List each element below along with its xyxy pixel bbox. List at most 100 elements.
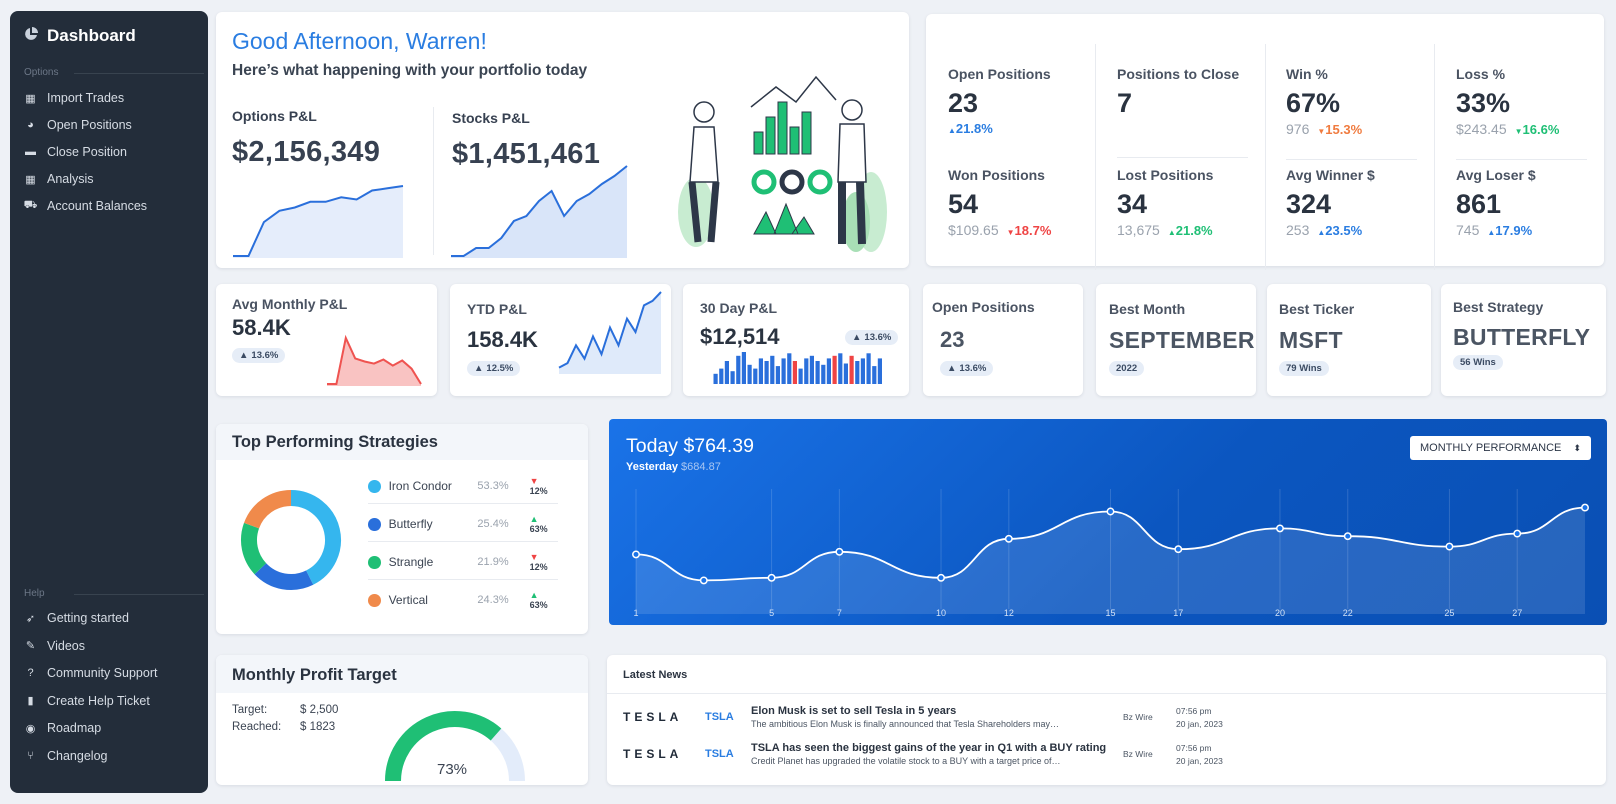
stat-delta-value: 17.9% xyxy=(1495,223,1533,238)
stat-label: Lost Positions xyxy=(1117,167,1214,183)
caret-up-icon: ▲ xyxy=(474,363,484,374)
thirty-day-bar xyxy=(843,363,848,384)
stat-win-: Win % 67% 976 ▼15.3% xyxy=(1286,66,1362,137)
news-ticker[interactable]: TSLA xyxy=(705,748,734,760)
stat-loss-: Loss % 33% $243.45 ▼16.6% xyxy=(1456,66,1559,137)
target-gauge xyxy=(385,711,525,782)
strategy-delta: ▼ 12% xyxy=(530,476,558,496)
stocks-pnl-sparkline xyxy=(451,165,628,258)
news-time: 07:56 pm xyxy=(1176,742,1212,753)
performance-chart-panel: Today $764.39 Yesterday $684.87 MONTHLY … xyxy=(609,419,1607,625)
strategy-percent: 25.4% xyxy=(477,518,509,530)
thirty-day-bar xyxy=(770,355,775,384)
yesterday-value: $684.87 xyxy=(681,461,721,473)
sidebar-item-community-support[interactable]: ? Community Support xyxy=(24,664,157,682)
news-headline[interactable]: Elon Musk is set to sell Tesla in 5 year… xyxy=(751,705,957,717)
performance-period-dropdown[interactable]: MONTHLY PERFORMANCE ⬍ xyxy=(1410,436,1591,460)
thirty-day-bar xyxy=(730,371,735,384)
strategy-delta: ▲ 63% xyxy=(530,590,558,610)
best-strategy-value: BUTTERFLY xyxy=(1453,324,1591,350)
strategy-color-dot xyxy=(368,555,381,569)
thirty-day-bar xyxy=(855,361,860,384)
news-item[interactable]: TESLA TSLA Elon Musk is set to sell Tesla … xyxy=(623,705,1590,729)
sidebar-item-create-help-ticket[interactable]: ▮ Create Help Ticket xyxy=(24,692,149,710)
caret-up-icon: ▲ xyxy=(1317,228,1326,237)
strategy-delta-value: 63% xyxy=(529,600,548,610)
sidebar-item-videos[interactable]: ✎ Videos xyxy=(24,637,85,655)
performance-point xyxy=(1004,534,1013,543)
options-pnl-sparkline xyxy=(233,185,404,258)
sidebar-item-roadmap[interactable]: ◉ Roadmap xyxy=(24,719,102,737)
stat-delta-value: 21.8% xyxy=(1175,223,1213,238)
avg-monthly-pnl-sparkline xyxy=(327,334,422,386)
sidebar-item-changelog[interactable]: ⑂ Changelog xyxy=(24,747,107,765)
caret-up-icon: ▲ xyxy=(948,126,956,135)
sidebar-item-label: Account Balances xyxy=(47,199,148,213)
sidebar-item-account-balances[interactable]: ⛟ Account Balances xyxy=(24,197,147,215)
performance-point xyxy=(1581,503,1589,512)
thirty-day-pnl-label: 30 Day P&L xyxy=(700,300,778,316)
thirty-day-bar xyxy=(826,358,831,384)
thirty-day-bar xyxy=(792,361,797,384)
thirty-day-bar xyxy=(736,355,741,384)
donut-slice-iron-condor xyxy=(290,490,341,585)
open-positions-kpi-value: 23 xyxy=(940,327,965,352)
stat-sub-row: ▲21.8% xyxy=(948,121,1051,136)
thirty-day-bar xyxy=(753,368,758,384)
stat-sub-value: 976 xyxy=(1286,121,1310,137)
help-section-label: Help xyxy=(24,588,201,599)
news-headline[interactable]: TSLA has seen the biggest gains of the y… xyxy=(751,742,1107,754)
sidebar-title-label: Dashboard xyxy=(47,26,136,45)
stat-sub-value: 745 xyxy=(1456,222,1480,238)
stocks-pnl-value: $1,451,461 xyxy=(452,138,601,170)
stat-sub-row: 745 ▲17.9% xyxy=(1456,222,1536,238)
top-strategies-card: Top Performing Strategies Iron Condor 53.… xyxy=(216,424,588,634)
open-positions-kpi-chip-value: 13.6% xyxy=(959,363,987,374)
thirty-day-bar xyxy=(809,355,814,384)
thirty-day-bar xyxy=(724,361,729,384)
thirty-day-bar xyxy=(719,368,724,384)
performance-point xyxy=(1445,542,1454,551)
stat-delta-value: 23.5% xyxy=(1325,223,1363,238)
stat-sub-row: $109.65 ▼18.7% xyxy=(948,222,1051,238)
sidebar-item-getting-started[interactable]: ➶ Getting started xyxy=(24,609,129,627)
sidebar-item-import-trades[interactable]: ▦ Import Trades xyxy=(24,89,124,107)
news-ticker[interactable]: TSLA xyxy=(705,711,734,723)
sidebar-item-analysis[interactable]: ▦ Analysis xyxy=(24,170,94,188)
stat-delta: ▲17.9% xyxy=(1487,223,1532,238)
sidebar-item-open-positions[interactable]: ◕ Open Positions xyxy=(24,116,132,134)
top-strategies-title: Top Performing Strategies xyxy=(232,433,438,451)
thirty-day-bar xyxy=(866,353,871,384)
sidebar-item-label: Analysis xyxy=(47,172,94,186)
thirty-day-bar xyxy=(872,366,877,384)
caret-up-icon: ▲ xyxy=(1167,228,1176,237)
stat-value: 54 xyxy=(948,189,979,219)
best-strategy-label: Best Strategy xyxy=(1453,299,1544,315)
news-item[interactable]: TESLA TSLA TSLA has seen the biggest gains… xyxy=(623,742,1590,766)
yesterday-label: Yesterday xyxy=(626,461,678,473)
question-icon: ? xyxy=(27,667,34,679)
ticket-icon: ▮ xyxy=(27,695,34,707)
sidebar-item-label: Getting started xyxy=(47,611,129,625)
best-month-label: Best Month xyxy=(1109,301,1186,317)
thirty-day-bar xyxy=(832,355,837,384)
x-tick-label: 25 xyxy=(1444,608,1454,618)
stat-delta: ▲21.8% xyxy=(1168,223,1213,238)
caret-up-icon: ▲ xyxy=(239,350,249,361)
stat-avg-winner-: Avg Winner $ 324 253 ▲23.5% xyxy=(1286,167,1375,238)
sidebar-title[interactable]: Dashboard xyxy=(24,26,136,46)
options-section-label: Options xyxy=(24,67,207,78)
stat-sub-value: 13,675 xyxy=(1117,222,1160,238)
sidebar-item-close-position[interactable]: ▬ Close Position xyxy=(24,143,127,161)
stat-label: Avg Winner $ xyxy=(1286,167,1375,183)
open-positions-kpi-chip: ▲ 13.6% xyxy=(940,361,994,376)
ytd-pnl-label: YTD P&L xyxy=(467,301,527,317)
stat-sub-row: 976 ▼15.3% xyxy=(1286,121,1362,137)
caret-up-icon: ▲ xyxy=(947,363,957,374)
thirty-day-bar xyxy=(787,353,792,384)
caret-up-icon: ▲ xyxy=(852,332,862,343)
stat-avg-loser-: Avg Loser $ 861 745 ▲17.9% xyxy=(1456,167,1536,238)
thirty-day-bar xyxy=(804,358,809,384)
thirty-day-bar xyxy=(747,364,752,384)
latest-news-card: Latest News TESLA TSLA Elon Musk is set to… xyxy=(607,655,1606,785)
